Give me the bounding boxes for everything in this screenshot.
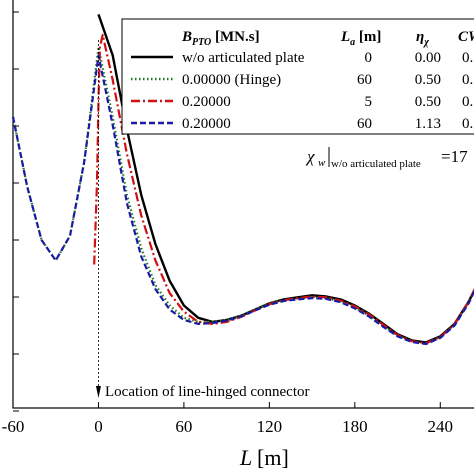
legend-label-2: 0.00000 (Hinge) [182, 72, 281, 88]
legend-label-1: w/o articulated plate [182, 50, 305, 66]
legend: BPTO [MN.s] La [m] ηχ CW w/o articulated… [121, 18, 474, 135]
x-tick-label: 60 [175, 417, 192, 436]
legend-eta-1: 0.00 [415, 50, 441, 66]
legend-box [121, 18, 474, 135]
series-line-4 [11, 54, 474, 346]
x-axis-title-unit: [m] [257, 445, 289, 470]
legend-la-4: 60 [357, 116, 372, 132]
legend-header-eta: ηχ [416, 29, 429, 48]
legend-cw-4: 0. [462, 116, 473, 132]
series-layer [11, 14, 474, 346]
x-tick-label: 120 [257, 417, 283, 436]
legend-eta-2: 0.50 [415, 72, 441, 88]
chi-annotation-value: =17 [441, 147, 468, 166]
legend-cw-1: 0. [462, 50, 473, 66]
legend-rows: w/o articulated plate 0 0.00 0. 0.00000 (Hin… [131, 50, 473, 132]
legend-eta-3: 0.50 [415, 94, 441, 110]
x-tick-label: -60 [2, 417, 25, 436]
chi-annotation-subscript-w: w [318, 157, 326, 169]
plot-frame [12, 0, 474, 409]
legend-label-3: 0.20000 [182, 94, 231, 110]
legend-header-la: La [m] [340, 29, 381, 48]
connector-arrow [95, 386, 101, 398]
chi-annotation: χ w w/o articulated plate =17 [305, 147, 468, 170]
x-axis-ticks: -60 0 60 120 180 240 [2, 402, 453, 436]
x-axis-title-L: L [239, 445, 252, 470]
legend-la-2: 60 [357, 72, 372, 88]
legend-cw-2: 0. [462, 72, 473, 88]
legend-label-4: 0.20000 [182, 116, 231, 132]
chi-annotation-subscript: w/o articulated plate [331, 158, 421, 170]
legend-la-3: 5 [365, 94, 373, 110]
legend-header-cw: CW [458, 29, 474, 45]
legend-cw-3: 0. [462, 94, 473, 110]
x-tick-label: 180 [342, 417, 368, 436]
legend-eta-4: 1.13 [415, 116, 441, 132]
x-tick-label: 0 [94, 417, 103, 436]
legend-la-1: 0 [365, 50, 373, 66]
chi-annotation-symbol: χ [305, 147, 315, 166]
x-tick-label: 240 [428, 417, 454, 436]
connector-annotation: Location of line-hinged connector [105, 384, 310, 400]
y-axis-ticks [13, 11, 19, 412]
x-axis-title: L [m] [239, 445, 289, 470]
legend-header-bpto: BPTO [MN.s] [181, 29, 260, 48]
